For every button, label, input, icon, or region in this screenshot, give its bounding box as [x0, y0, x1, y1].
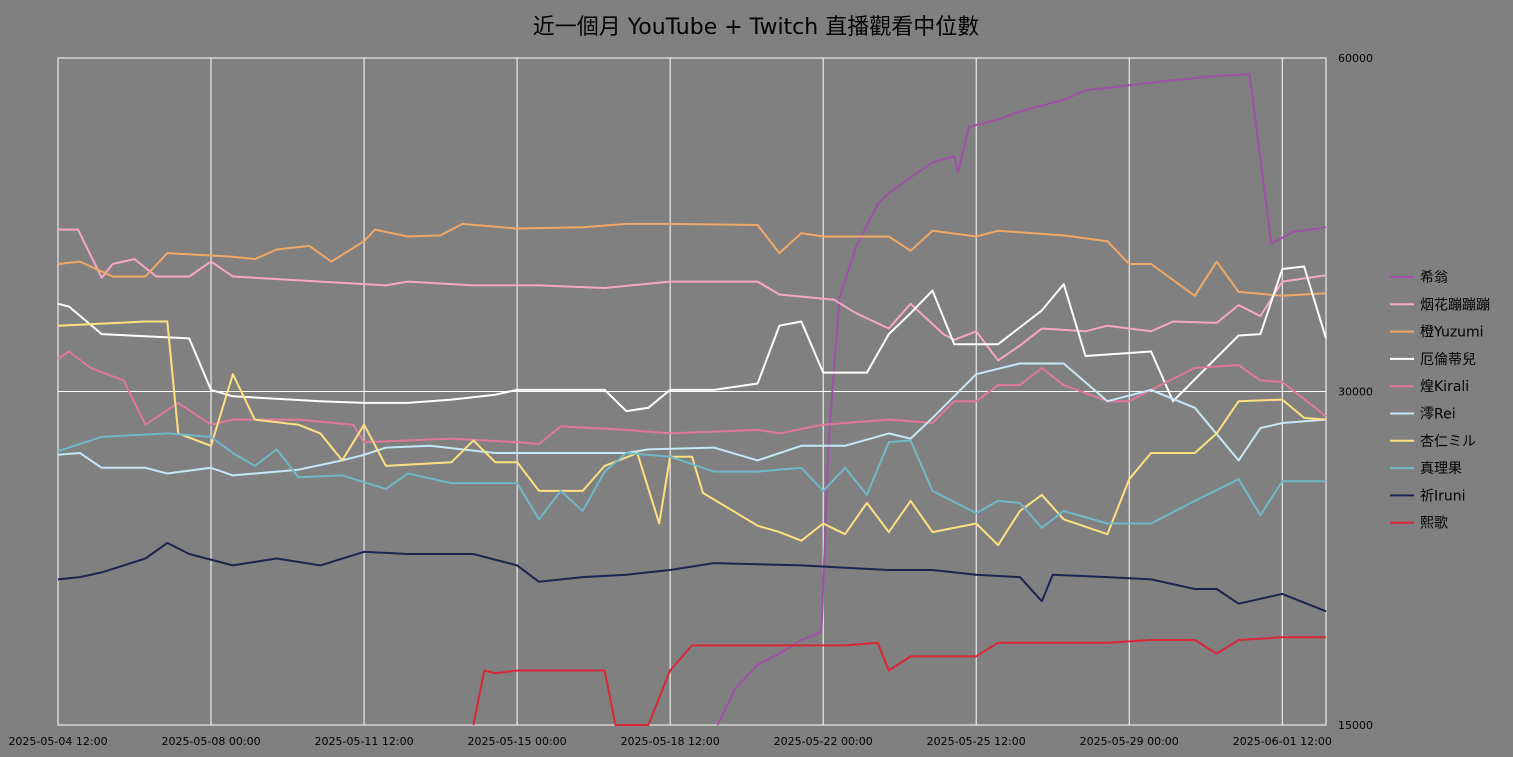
series-line-8: [57, 541, 1327, 613]
x-tick-label: 2025-05-04 12:00: [8, 735, 107, 748]
x-axis-ticks: 2025-05-04 12:00 2025-05-08 00:00 2025-05-…: [8, 735, 1331, 748]
y-tick-label: 60000: [1338, 52, 1373, 65]
x-tick-label: 2025-05-08 00:00: [161, 735, 260, 748]
y-tick-label: 15000: [1338, 719, 1373, 732]
x-tick-label: 2025-05-15 00:00: [468, 735, 567, 748]
series-line-9: [472, 636, 1326, 726]
series-line-5: [57, 362, 1327, 477]
x-tick-label: 2025-05-22 00:00: [774, 735, 873, 748]
legend-label: 煌Kirali: [1420, 379, 1469, 395]
series-line-2: [57, 222, 1327, 297]
gridlines: [57, 57, 1327, 726]
x-tick-label: 2025-05-11 12:00: [315, 735, 414, 748]
series-line-6: [57, 320, 1327, 547]
series-line-1: [58, 228, 1327, 362]
series-line-4: [57, 350, 1327, 445]
legend-label: 烟花蹦蹦蹦: [1420, 297, 1490, 313]
x-tick-label: 2025-06-01 12:00: [1233, 735, 1332, 748]
legend-label: 杏仁ミル: [1420, 434, 1476, 450]
series-line-0: [716, 73, 1327, 726]
legend-label: 希翁: [1420, 270, 1448, 286]
legend-label: 熙歌: [1420, 516, 1448, 532]
x-tick-label: 2025-05-25 12:00: [927, 735, 1026, 748]
legend-label: 真理果: [1420, 461, 1462, 477]
y-tick-label: 30000: [1338, 386, 1373, 399]
legend-label: 橙Yuzumi: [1420, 325, 1484, 341]
y-axis-ticks: 15000 30000 60000: [1338, 52, 1373, 732]
chart-title: 近一個月 YouTube + Twitch 直播觀看中位數: [533, 15, 979, 40]
x-tick-label: 2025-05-18 12:00: [621, 735, 720, 748]
x-tick-label: 2025-05-29 00:00: [1080, 735, 1179, 748]
legend-label: 澪Rei: [1420, 407, 1456, 423]
series-lines: [57, 73, 1327, 726]
legend-label: 祈Iruni: [1420, 488, 1466, 504]
legend-label: 厄倫蒂兒: [1420, 352, 1476, 368]
series-line-7: [57, 432, 1326, 529]
series-line-3: [57, 265, 1327, 413]
